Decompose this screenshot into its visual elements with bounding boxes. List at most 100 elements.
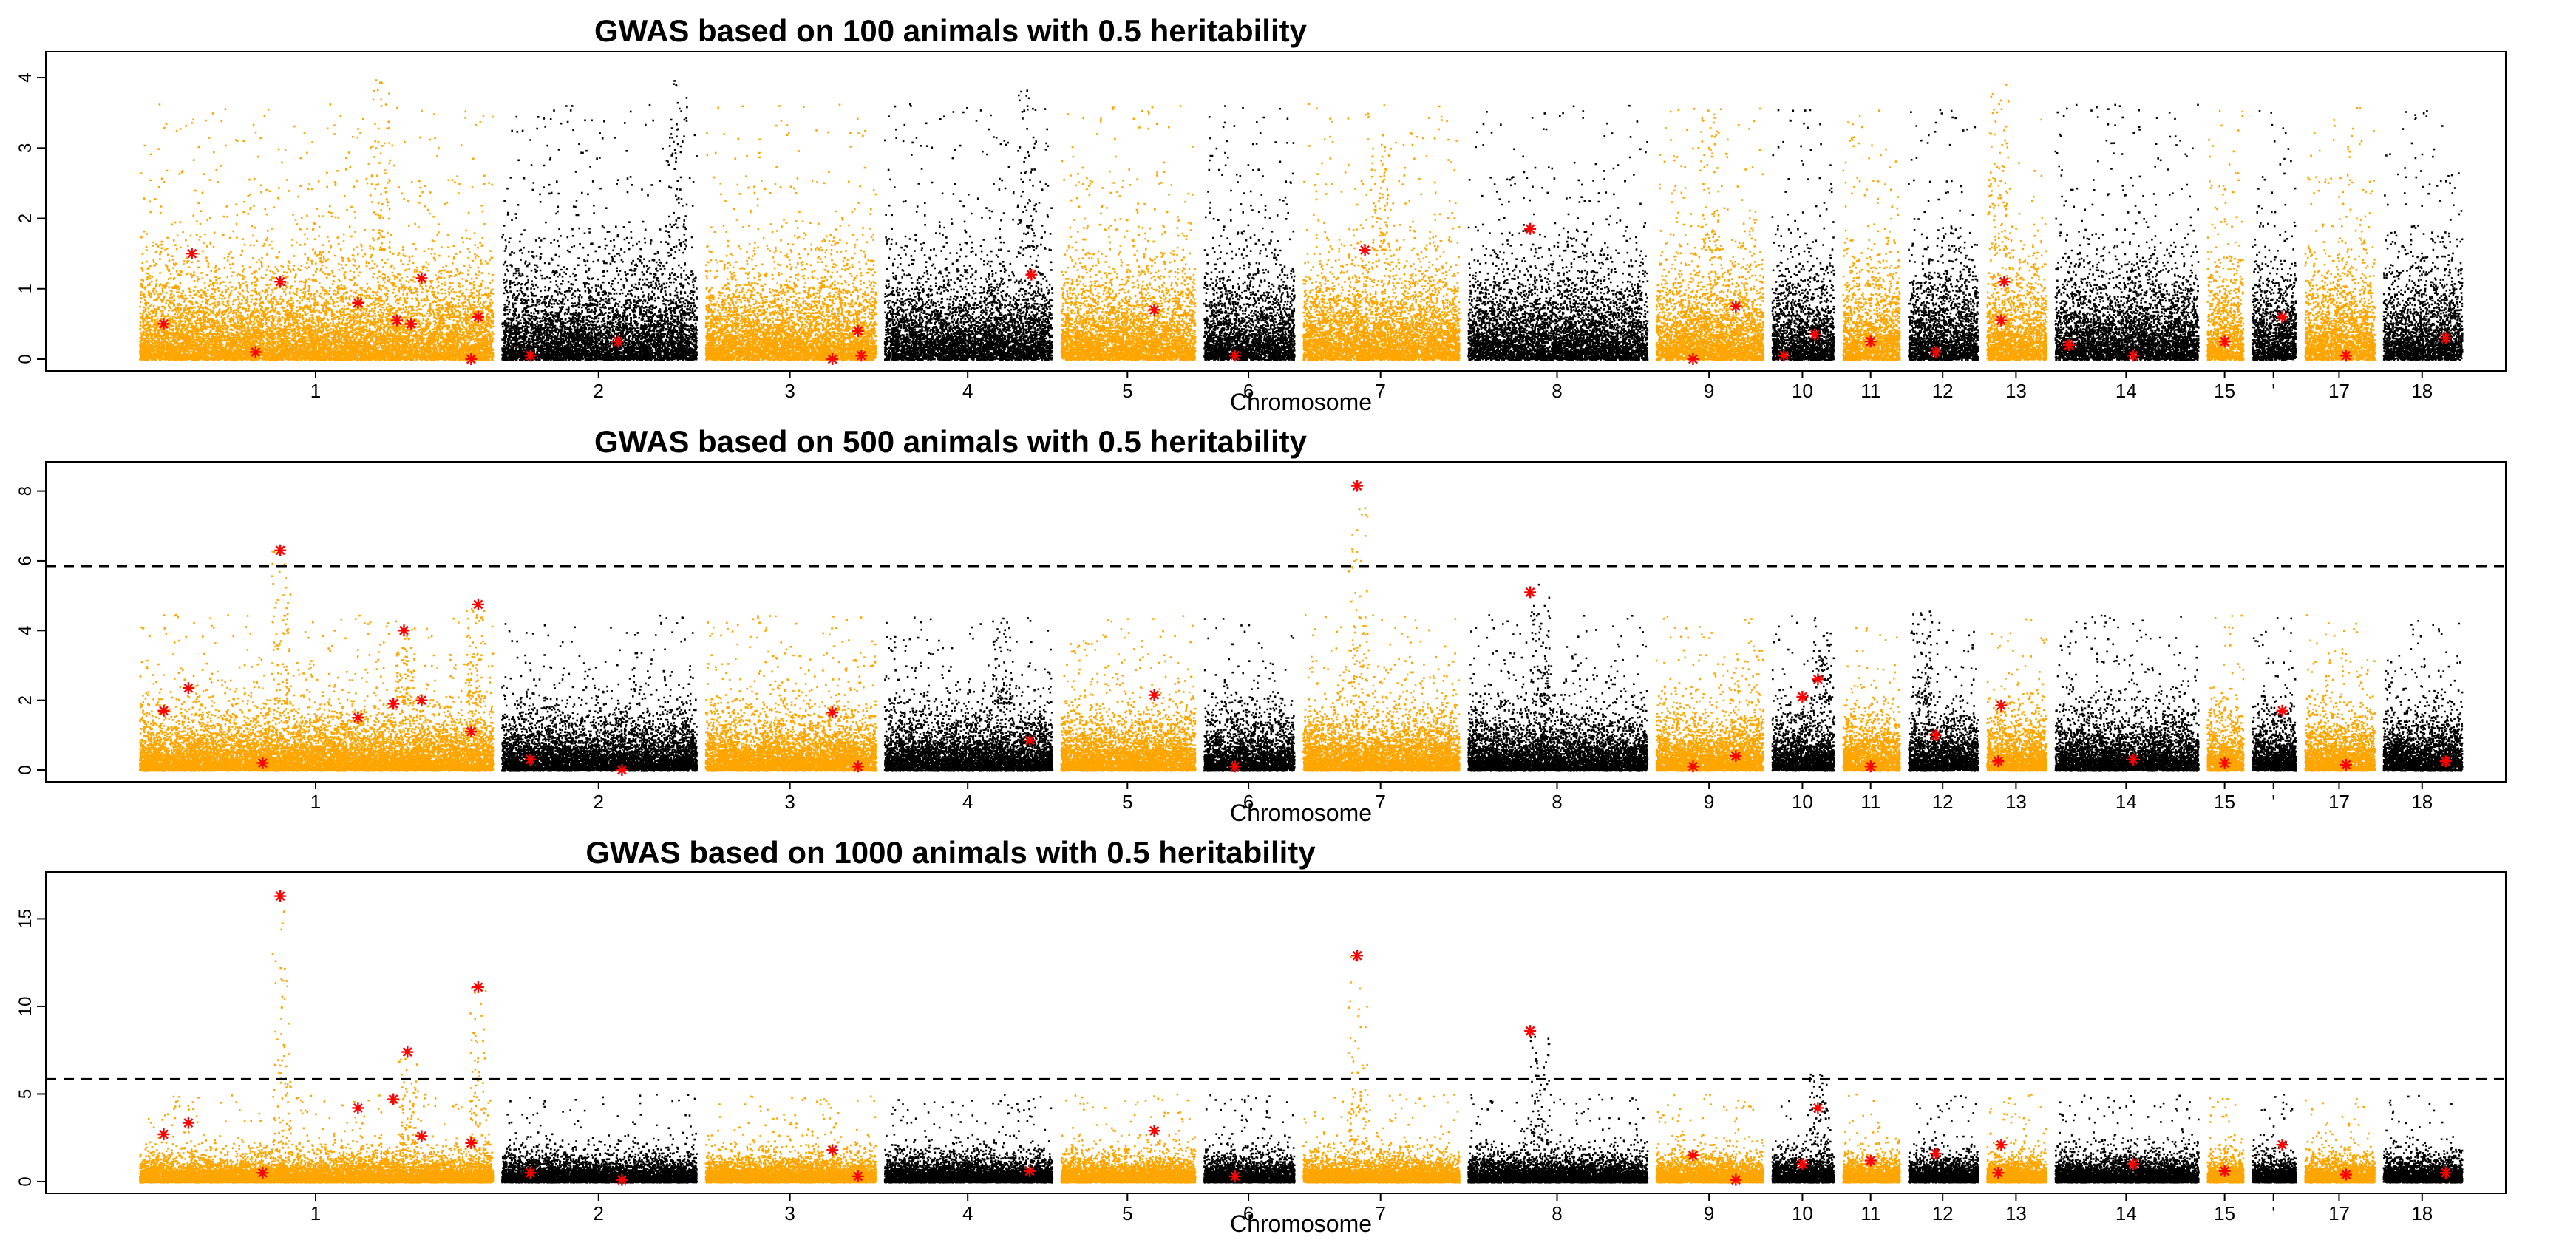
snp-cloud-chr-2 [501,1094,698,1184]
snp-cloud-chr-5 [1060,105,1197,361]
highlight-marker-chr-10 [1812,1102,1824,1114]
x-axis-label: Chromosome [1230,800,1372,826]
peak-column-chr-8 [1529,1035,1551,1146]
highlight-marker-chr-9 [1730,300,1742,313]
highlight-marker-chr-9 [1687,760,1699,773]
snp-cloud-chr-17 [2304,1098,2376,1184]
x-tick-label-chr-17: 17 [2328,791,2350,813]
x-tick-label-chr-7: 7 [1375,380,1385,402]
x-tick-label-chr-15: 15 [2214,1202,2235,1224]
highlight-marker-chr-1 [157,704,170,717]
y-tick-label: 1 [16,284,35,293]
snp-points [139,507,2464,772]
x-tick-label-chr-2: 2 [594,1202,604,1224]
highlight-marker-chr-1 [387,1093,400,1105]
highlight-marker-chr-10 [1796,1158,1809,1170]
snp-cloud-chr-6 [1203,618,1296,772]
manhattan-panel-1: GWAS based on 100 animals with 0.5 herit… [16,13,2507,415]
snp-cloud-chr-10 [1771,109,1835,361]
x-tick-label-chr-14: 14 [2115,1202,2137,1224]
highlight-marker-chr-2 [524,1167,537,1179]
highlight-marker-chr-9 [1730,1173,1742,1186]
highlight-marker-chr-14 [2062,338,2075,351]
snp-cloud-chr-1 [139,1093,495,1184]
highlight-marker-chr-14 [2127,753,2140,766]
snp-cloud-chr-9 [1655,1094,1765,1184]
snp-cloud-chr-15 [2206,109,2245,361]
peak-column-chr-8 [1529,583,1551,705]
highlight-marker-chr-1 [274,890,287,902]
snp-cloud-chr-1 [139,103,495,361]
x-tick-label-chr-15: 15 [2214,791,2235,813]
highlight-marker-chr-12 [1929,1148,1942,1160]
snp-cloud-chr-17 [2304,106,2376,361]
snp-cloud-chr-12 [1908,1095,1979,1184]
snp-cloud-chr-11 [1842,1093,1901,1184]
highlight-marker-chr-18 [2439,1167,2452,1179]
snp-cloud-chr-18 [2382,620,2464,772]
y-tick-label: 3 [16,143,35,153]
x-tick-label-chr-13: 13 [2005,1202,2027,1224]
x-tick-label-chr-4: 4 [962,1202,973,1224]
peak-column-chr-4 [1016,89,1038,251]
peak-column-chr-4 [992,628,1012,705]
highlight-marker-chr-4 [1024,734,1036,746]
snp-cloud-chr-16 [2252,110,2297,361]
highlight-marker-chr-10 [1796,690,1809,703]
highlight-marker-chr-17 [2339,1168,2352,1181]
highlight-marker-chr-13 [1995,1139,2008,1151]
highlight-marker-chr-5 [1148,689,1160,701]
highlight-marker-chr-1 [157,318,170,330]
x-tick-label-chr-8: 8 [1552,791,1562,813]
highlight-marker-chr-2 [612,335,625,348]
snp-cloud-chr-3 [704,615,877,772]
peak-column-chr-7 [1370,146,1393,251]
x-tick-label-chr-18: 18 [2411,1202,2433,1224]
x-tick-label-chr-4: 4 [962,791,973,813]
x-tick-label-chr-2: 2 [594,380,604,402]
x-tick-label-chr-4: 4 [962,380,973,402]
highlight-marker-chr-1 [352,296,364,309]
y-tick-label: 6 [16,556,35,565]
x-tick-label-chr-12: 12 [1932,380,1954,402]
snp-cloud-chr-14 [2054,103,2200,361]
x-tick-label-chr-11: 11 [1860,380,1880,402]
x-tick-label-chr-3: 3 [784,380,795,402]
highlight-marker-chr-13 [1995,699,2008,712]
x-tick-label-chr-13: 13 [2005,380,2027,402]
highlighted-snps [157,480,2452,776]
snp-cloud-chr-18 [2382,110,2464,361]
snp-cloud-chr-7 [1302,1094,1461,1184]
peak-column-chr-7 [1348,956,1369,1146]
x-tick-label-chr-16: ' [2271,1202,2275,1224]
x-tick-label-chr-10: 10 [1792,380,1813,402]
y-tick-label: 8 [16,486,35,496]
x-tick-label-chr-1: 1 [310,1202,321,1224]
x-tick-label-chr-2: 2 [594,791,604,813]
highlight-marker-chr-3 [826,353,839,365]
snp-points [139,910,2464,1184]
highlight-marker-chr-15 [2218,335,2231,348]
x-tick-label-chr-7: 7 [1375,1202,1385,1224]
highlight-marker-chr-13 [1998,276,2011,288]
x-tick-label-chr-8: 8 [1552,380,1562,402]
y-tick-label: 4 [16,72,35,82]
highlighted-snps [157,890,2452,1186]
peak-column-chr-12 [1911,610,1934,705]
manhattan-panel-2: GWAS based on 500 animals with 0.5 herit… [16,424,2507,826]
snp-cloud-chr-1 [139,613,495,772]
highlight-marker-chr-12 [1929,729,1942,741]
x-tick-label-chr-17: 17 [2328,380,2350,402]
snp-cloud-chr-17 [2304,614,2376,772]
snp-cloud-chr-13 [1986,618,2048,772]
highlight-marker-chr-1 [405,318,418,330]
peak-column-chr-7 [1348,507,1369,705]
highlight-marker-chr-1 [352,712,364,724]
highlight-marker-chr-5 [1148,1125,1160,1137]
highlight-marker-chr-10 [1809,328,1821,341]
highlight-marker-chr-8 [1524,222,1537,235]
snp-cloud-chr-4 [883,103,1054,361]
snp-cloud-chr-15 [2206,1097,2245,1184]
highlight-marker-chr-1 [398,624,410,637]
highlight-marker-chr-13 [1995,314,2008,327]
